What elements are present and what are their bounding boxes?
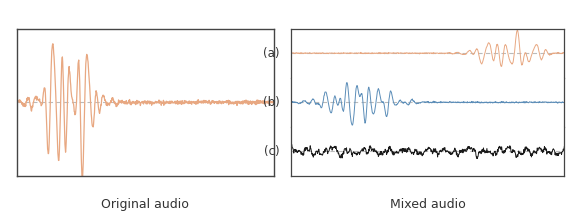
- Text: (b): (b): [263, 96, 280, 109]
- Text: Original audio: Original audio: [101, 198, 189, 211]
- Text: (c): (c): [264, 145, 280, 158]
- Text: Mixed audio: Mixed audio: [390, 198, 465, 211]
- Text: (a): (a): [263, 47, 280, 60]
